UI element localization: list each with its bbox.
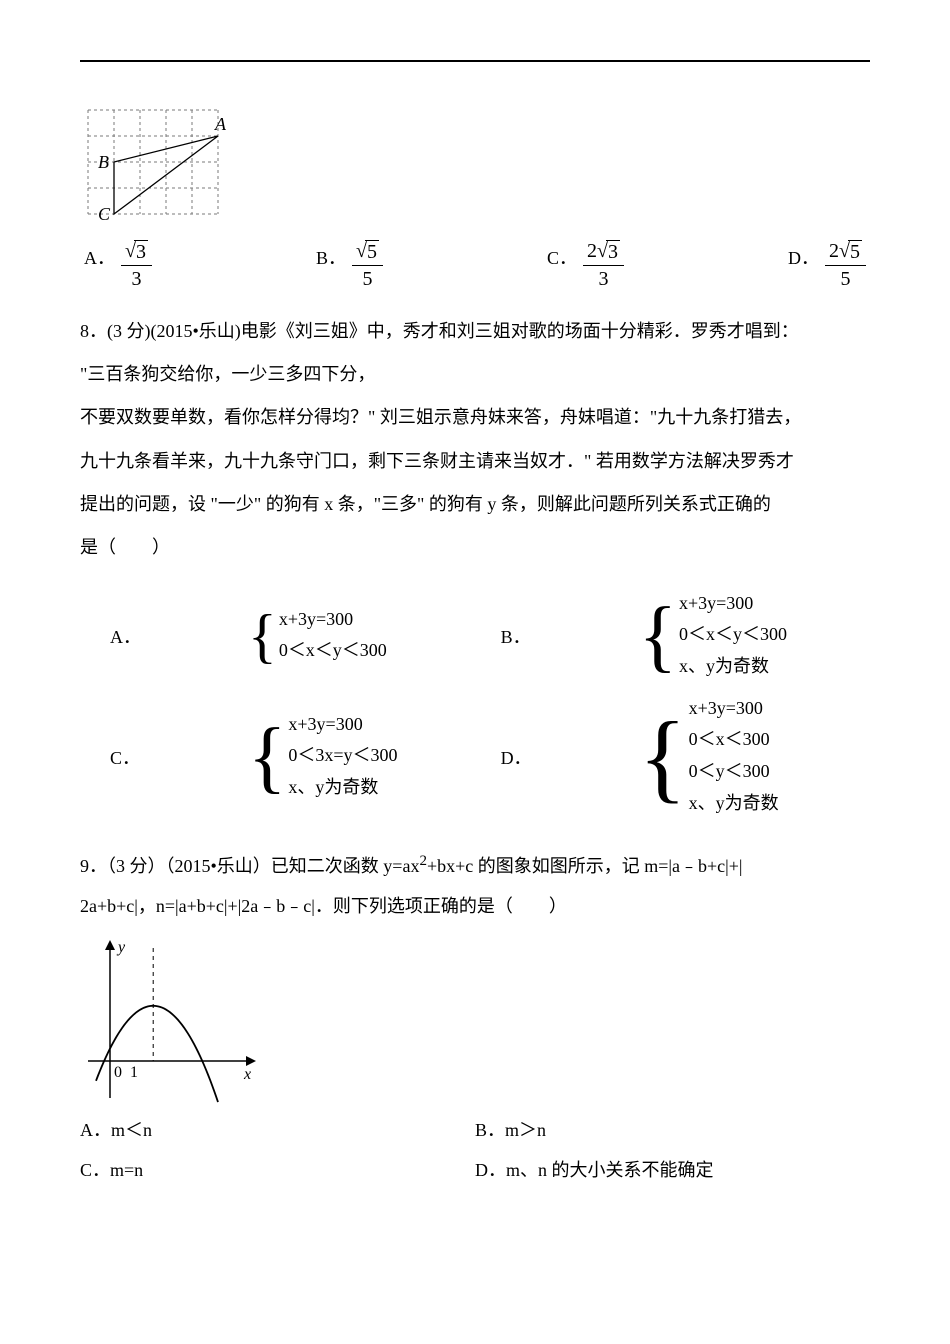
q7-choice-B: B． √5 5 [316, 240, 383, 290]
q8-block: 8．(3 分)(2015•乐山)电影《刘三姐》中，秀才和刘三姐对歌的场面十分精彩… [80, 310, 870, 815]
q9-line2: 2a+b+c|，n=|a+b+c|+|2a﹣b﹣c|．则下列选项正确的是（ ） [80, 887, 870, 927]
q8-system-D: { x+3y=300 0＜x＜300 0＜y＜300 x、y为奇数 [639, 698, 870, 815]
parabola-svg: y x 01 [80, 936, 260, 1106]
q9-line1: 9．（3 分）（2015•乐山）已知二次函数 y=ax2+bx+c 的图象如图所… [80, 845, 870, 887]
top-rule [80, 60, 870, 62]
choice-label: D． [788, 240, 819, 270]
q9-choice-D: D．m、n 的大小关系不能确定 [475, 1156, 870, 1182]
q8-line5: 提出的问题，设 "一少" 的狗有 x 条，"三多" 的狗有 y 条，则解此问题所… [80, 483, 870, 526]
q8-choices: A． { x+3y=300 0＜x＜y＜300 B． { x+3y=300 0＜… [110, 593, 870, 815]
svg-text:1: 1 [130, 1064, 138, 1081]
q8-line2: "三百条狗交给你，一少三多四下分， [80, 353, 870, 396]
q7-choice-D: D． 2√5 5 [788, 240, 866, 290]
svg-text:C: C [98, 204, 111, 222]
q7-choice-C: C． 2√3 3 [547, 240, 624, 290]
choice-label: C． [547, 240, 577, 270]
q7-grid-figure: A B C [80, 102, 870, 222]
svg-text:A: A [214, 114, 226, 134]
fraction: 2√5 5 [825, 240, 866, 290]
svg-text:x: x [243, 1066, 251, 1083]
q9-block: 9．（3 分）（2015•乐山）已知二次函数 y=ax2+bx+c 的图象如图所… [80, 845, 870, 1182]
q8-system-A: { x+3y=300 0＜x＜y＜300 [248, 609, 481, 663]
q8-line1: 8．(3 分)(2015•乐山)电影《刘三姐》中，秀才和刘三姐对歌的场面十分精彩… [80, 310, 870, 353]
q9-graph: y x 01 [80, 936, 870, 1106]
q8-label-D: D． [501, 744, 619, 770]
q9-choice-B: B．m＞n [475, 1116, 870, 1142]
q8-system-C: { x+3y=300 0＜3x=y＜300 x、y为奇数 [248, 714, 481, 799]
q8-line3: 不要双数要单数，看你怎样分得均？" 刘三姐示意舟妹来答，舟妹唱道："九十九条打猎… [80, 396, 870, 439]
svg-text:0: 0 [114, 1064, 122, 1081]
q8-line4: 九十九条看羊来，九十九条守门口，剩下三条财主请来当奴才．" 若用数学方法解决罗秀… [80, 440, 870, 483]
choice-label: B． [316, 240, 346, 270]
svg-text:y: y [116, 939, 126, 956]
q8-line6: 是（ ） [80, 526, 870, 569]
q8-label-B: B． [501, 623, 619, 649]
q8-system-B: { x+3y=300 0＜x＜y＜300 x、y为奇数 [639, 593, 870, 678]
svg-text:B: B [98, 152, 109, 172]
q7-choices: A． √3 3 B． √5 5 C． 2√3 3 D． 2√5 5 [80, 240, 870, 290]
q9-choices: A．m＜n B．m＞n C．m=n D．m、n 的大小关系不能确定 [80, 1116, 870, 1182]
q9-choice-A: A．m＜n [80, 1116, 475, 1142]
fraction: 2√3 3 [583, 240, 624, 290]
fraction: √3 3 [121, 240, 152, 290]
q7-choice-A: A． √3 3 [84, 240, 152, 290]
grid-svg: A B C [80, 102, 226, 222]
q8-label-A: A． [110, 623, 228, 649]
q9-choice-C: C．m=n [80, 1156, 475, 1182]
q8-label-C: C． [110, 744, 228, 770]
fraction: √5 5 [352, 240, 383, 290]
choice-label: A． [84, 240, 115, 270]
